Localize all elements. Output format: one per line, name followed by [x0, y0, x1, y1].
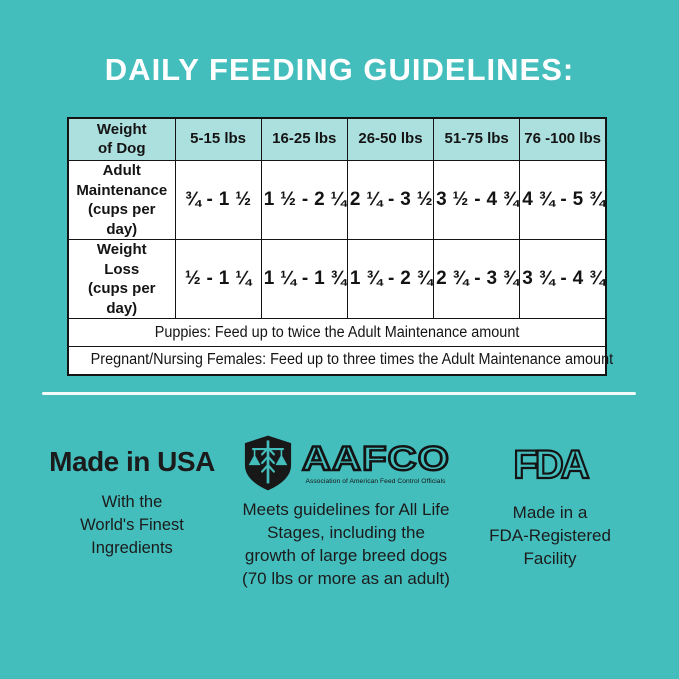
cell-value: 2 ¼ - 3 ½: [346, 160, 435, 240]
col-header-26-50: 26-50 lbs: [346, 117, 435, 161]
col-header-51-75: 51-75 lbs: [433, 117, 521, 161]
fda-description: Made in a FDA-Registered Facility: [489, 503, 611, 568]
col-header-5-15: 5-15 lbs: [174, 117, 262, 161]
table-row-adult-maintenance: Adult Maintenance (cups per day) ¾ - 1 ½…: [67, 160, 607, 240]
col-header-weight-of-dog: Weight of Dog: [67, 117, 176, 161]
svg-text:AAFCO: AAFCO: [302, 441, 450, 477]
cell-value: ½ - 1 ¼: [174, 239, 262, 319]
page-title: DAILY FEEDING GUIDELINES:: [104, 52, 575, 87]
pregnant-nursing-note: Pregnant/Nursing Females: Feed up to thr…: [90, 351, 614, 369]
cell-value: 2 ¾ - 3 ¾: [433, 239, 521, 319]
made-in-usa-title: Made in USA: [49, 446, 215, 477]
aafco-logo: AAFCO Association of American Feed Contr…: [226, 434, 466, 492]
fda-section: FDA Made in a FDA-Registered Facility: [466, 442, 634, 570]
col-header-16-25: 16-25 lbs: [260, 117, 348, 161]
made-in-usa-section: Made in USA With the World's Finest Ingr…: [28, 446, 236, 560]
cell-value: 1 ¼ - 1 ¾: [260, 239, 348, 319]
row-label-adult-maintenance: Adult Maintenance (cups per day): [67, 160, 176, 240]
feeding-table-container: Weight of Dog 5-15 lbs 16-25 lbs 26-50 l…: [67, 117, 613, 376]
cell-value: 3 ½ - 4 ¾: [433, 160, 521, 240]
svg-text:FDA: FDA: [513, 443, 588, 486]
made-in-usa-subtitle: With the World's Finest Ingredients: [80, 493, 184, 557]
col-header-76-100: 76 -100 lbs: [519, 117, 607, 161]
aafco-description: Meets guidelines for All Life Stages, in…: [242, 500, 450, 588]
table-header-row: Weight of Dog 5-15 lbs 16-25 lbs 26-50 l…: [67, 117, 607, 161]
aafco-tagline: Association of American Feed Control Off…: [305, 478, 446, 485]
table-note-puppies: Puppies: Feed up to twice the Adult Main…: [67, 318, 607, 347]
aafco-shield-icon: [244, 435, 291, 491]
aafco-section: AAFCO Association of American Feed Contr…: [226, 434, 466, 590]
row-label-weight-loss: Weight Loss (cups per day): [67, 239, 176, 319]
horizontal-divider: [42, 392, 636, 395]
aafco-wordmark: AAFCO: [300, 441, 450, 477]
feeding-table: Weight of Dog 5-15 lbs 16-25 lbs 26-50 l…: [67, 117, 613, 376]
cell-value: 4 ¾ - 5 ¾: [519, 160, 607, 240]
aafco-wordmark-group: AAFCO Association of American Feed Contr…: [300, 441, 452, 485]
cell-value: 3 ¾ - 4 ¾: [519, 239, 607, 319]
table-note-pregnant-nursing: Pregnant/Nursing Females: Feed up to thr…: [67, 346, 613, 375]
cell-value: 1 ½ - 2 ¼: [260, 160, 348, 240]
cell-value: 1 ¾ - 2 ¾: [346, 239, 435, 319]
fda-logo: FDA: [512, 442, 593, 488]
cell-value: ¾ - 1 ½: [174, 160, 262, 240]
puppies-note: Puppies: Feed up to twice the Adult Main…: [154, 323, 520, 341]
table-row-weight-loss: Weight Loss (cups per day) ½ - 1 ¼ 1 ¼ -…: [67, 239, 607, 319]
